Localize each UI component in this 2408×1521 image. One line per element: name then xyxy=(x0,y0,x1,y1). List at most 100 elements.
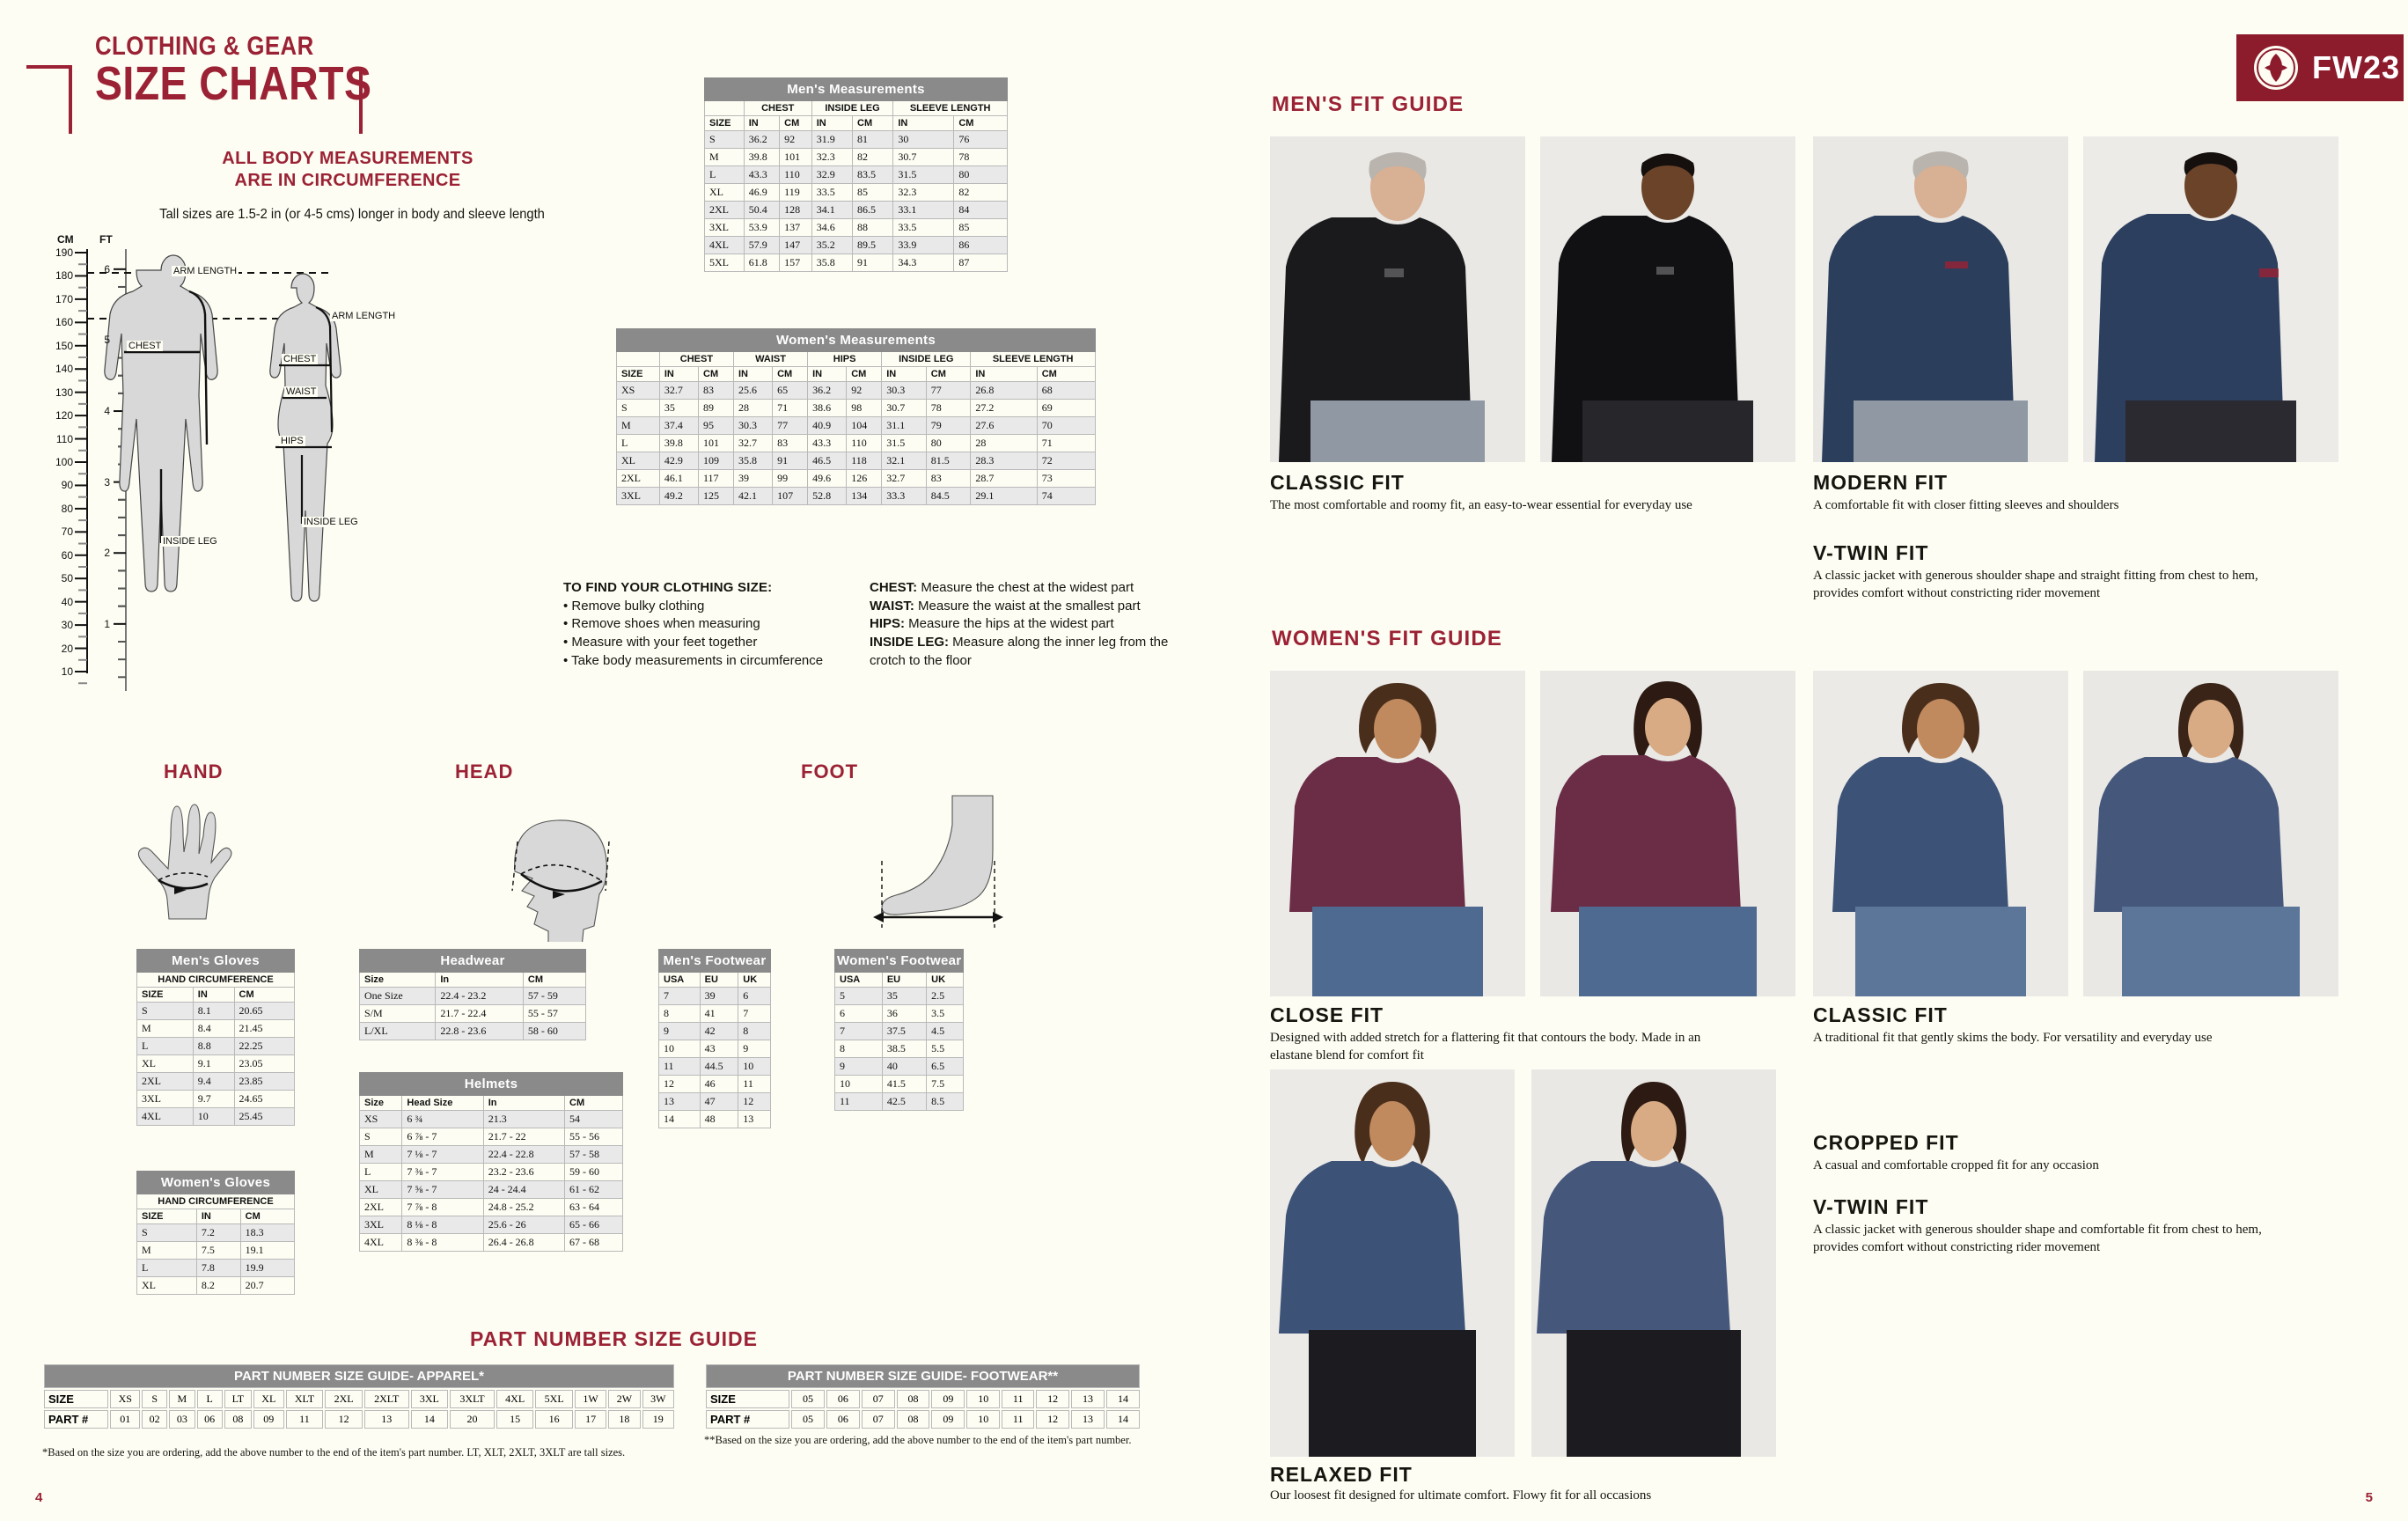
cell-value: 41.5 xyxy=(881,1075,928,1093)
hand-icon xyxy=(137,804,232,920)
cell-value: 4XL xyxy=(496,1390,534,1408)
cell-value: 87 xyxy=(953,254,1008,272)
figures-svg xyxy=(75,249,341,691)
left-page: CLOTHING & GEAR SIZE CHARTS ALL BODY MEA… xyxy=(26,33,1168,1505)
ft-tick-label: 1 xyxy=(104,617,110,630)
cell-value: 107 xyxy=(772,487,809,505)
column-header: CM xyxy=(564,1095,623,1111)
head-circumference-arrow xyxy=(520,863,603,899)
column-header: IN xyxy=(192,987,235,1003)
cell-value: 05 xyxy=(791,1410,825,1429)
cell-value: 82 xyxy=(953,183,1008,202)
cell-value: 49.2 xyxy=(658,487,700,505)
cell-value: S xyxy=(358,1128,403,1146)
cell-value: 68 xyxy=(1036,381,1097,400)
cell-value: 3XLT xyxy=(450,1390,495,1408)
label-female-chest: CHEST xyxy=(282,354,319,364)
table-subheader: HAND CIRCUMFERENCE xyxy=(136,1194,295,1209)
column-group-header: CHEST xyxy=(743,100,812,116)
cell-value: 1W xyxy=(574,1390,607,1408)
table-row: 12 46 11 xyxy=(658,1075,771,1093)
column-header: IN xyxy=(658,366,700,382)
table-row: 13 47 12 xyxy=(658,1092,771,1111)
cell-value: 84.5 xyxy=(925,487,972,505)
fit-desc-womens-classic: A traditional fit that gently skims the … xyxy=(1813,1031,2213,1045)
cell-value: 28.3 xyxy=(970,452,1038,470)
cell-value: 79 xyxy=(925,416,972,435)
table-row: 3XL 53.9 137 34.6 88 33.5 85 xyxy=(704,218,1008,237)
table-row: M 37.4 95 30.3 77 40.9 104 31.1 79 27.6 70 xyxy=(616,416,1097,435)
table-row: 8 41 7 xyxy=(658,1004,771,1023)
cell-value: 65 xyxy=(772,381,809,400)
column-group-header: SLEEVE LENGTH xyxy=(892,100,1008,116)
cell-value: 13 xyxy=(1071,1390,1105,1408)
column-group-header: SLEEVE LENGTH xyxy=(970,351,1096,367)
cell-value: 34.6 xyxy=(811,218,854,237)
row-size: XS xyxy=(616,381,660,400)
cell-value: 7 ⅞ - 8 xyxy=(401,1198,484,1216)
label-female-hips: HIPS xyxy=(279,436,305,446)
season-badge: FW23 xyxy=(2232,30,2408,106)
row-size: 2XL xyxy=(704,201,745,219)
measurement-definition: HIPS: Measure the hips at the widest par… xyxy=(870,616,1114,632)
cm-tick-label: 130 xyxy=(55,386,73,399)
cell-value: 47 xyxy=(699,1092,739,1111)
mens-gloves-table: Men's Gloves HAND CIRCUMFERENCE SIZE IN CM S 8… xyxy=(136,949,296,1126)
cell-value: 32.3 xyxy=(892,183,955,202)
table-row: 10 41.5 7.5 xyxy=(834,1075,965,1093)
womens-footwear-table: Women's Footwear USA EU UK 5 35 2.5 6 36 3.5 7 37.5… xyxy=(833,949,965,1111)
cell-value: 8 ⅜ - 8 xyxy=(401,1233,484,1252)
body-measurement-diagram: CM FT xyxy=(48,233,488,726)
cell-value: 2W xyxy=(608,1390,641,1408)
cell-value: 104 xyxy=(846,416,883,435)
cell-value: 9.1 xyxy=(192,1054,235,1073)
cell-value: 16 xyxy=(535,1410,573,1429)
page-title-block: CLOTHING & GEAR SIZE CHARTS xyxy=(26,33,417,134)
cell-value: 2XL xyxy=(358,1198,403,1216)
label-female-arm-length: ARM LENGTH xyxy=(330,311,398,321)
table-row: 14 48 13 xyxy=(658,1110,771,1128)
cell-value: 8 ⅛ - 8 xyxy=(401,1216,484,1234)
cell-value: LT xyxy=(224,1390,253,1408)
table-row: S 35 89 28 71 38.6 98 30.7 78 27.2 69 xyxy=(616,399,1097,417)
cell-value: 35.8 xyxy=(732,452,774,470)
ft-axis-label: FT xyxy=(99,233,113,246)
table-row: 11 44.5 10 xyxy=(658,1057,771,1076)
cell-value: 91 xyxy=(852,254,894,272)
table-row: 2XL 46.1 117 39 99 49.6 126 32.7 83 28.7 73 xyxy=(616,469,1097,488)
how-to-bullet: • Measure with your feet together xyxy=(563,635,758,650)
label-female-waist: WAIST xyxy=(284,386,319,397)
cell-value: 61 - 62 xyxy=(564,1180,623,1199)
cell-value: 07 xyxy=(861,1390,895,1408)
cell-value: 7 ⅜ - 7 xyxy=(401,1163,484,1181)
cell-value: 07 xyxy=(861,1410,895,1429)
cell-value: 10 xyxy=(738,1057,771,1076)
cell-value: 11 xyxy=(658,1057,701,1076)
fit-title-mens-classic: CLASSIC FIT xyxy=(1270,471,1405,494)
table-row: 5 35 2.5 xyxy=(834,987,965,1005)
cell-value: 23.85 xyxy=(233,1072,296,1091)
womens-fit-guide-heading: WOMEN'S FIT GUIDE xyxy=(1272,627,1503,650)
helmets-table: Helmets Size Head Size In CM XS 6 ¾ 21.3 54 S 6 ⅞ … xyxy=(358,1072,623,1252)
cm-tick-label: 140 xyxy=(55,363,73,376)
cell-value: 117 xyxy=(698,469,734,488)
fit-desc-mens-classic: The most comfortable and roomy fit, an e… xyxy=(1270,498,1692,512)
photo-mens-modern-fit-b xyxy=(1813,136,2068,462)
cell-value: 7.8 xyxy=(195,1259,241,1277)
cell-value: 14 xyxy=(1105,1390,1140,1408)
label-female-inside-leg: INSIDE LEG xyxy=(302,517,360,527)
cell-value: 4.5 xyxy=(926,1022,965,1040)
page-number-left: 4 xyxy=(35,1490,43,1505)
column-header: CM xyxy=(233,987,296,1003)
cell-value: 8.5 xyxy=(926,1092,965,1111)
cell-value: 28 xyxy=(970,434,1038,452)
cell-value: 26.8 xyxy=(970,381,1038,400)
circumference-note-line1: ALL BODY MEASUREMENTS xyxy=(222,149,474,168)
fit-desc-womens-relaxed: Our loosest fit designed for ultimate co… xyxy=(1270,1488,1652,1503)
cell-value: 110 xyxy=(846,434,883,452)
cell-value: 06 xyxy=(826,1410,860,1429)
cell-value: 70 xyxy=(1036,416,1097,435)
cm-tick-label: 30 xyxy=(61,619,73,632)
cell-value: 81 xyxy=(852,130,894,149)
